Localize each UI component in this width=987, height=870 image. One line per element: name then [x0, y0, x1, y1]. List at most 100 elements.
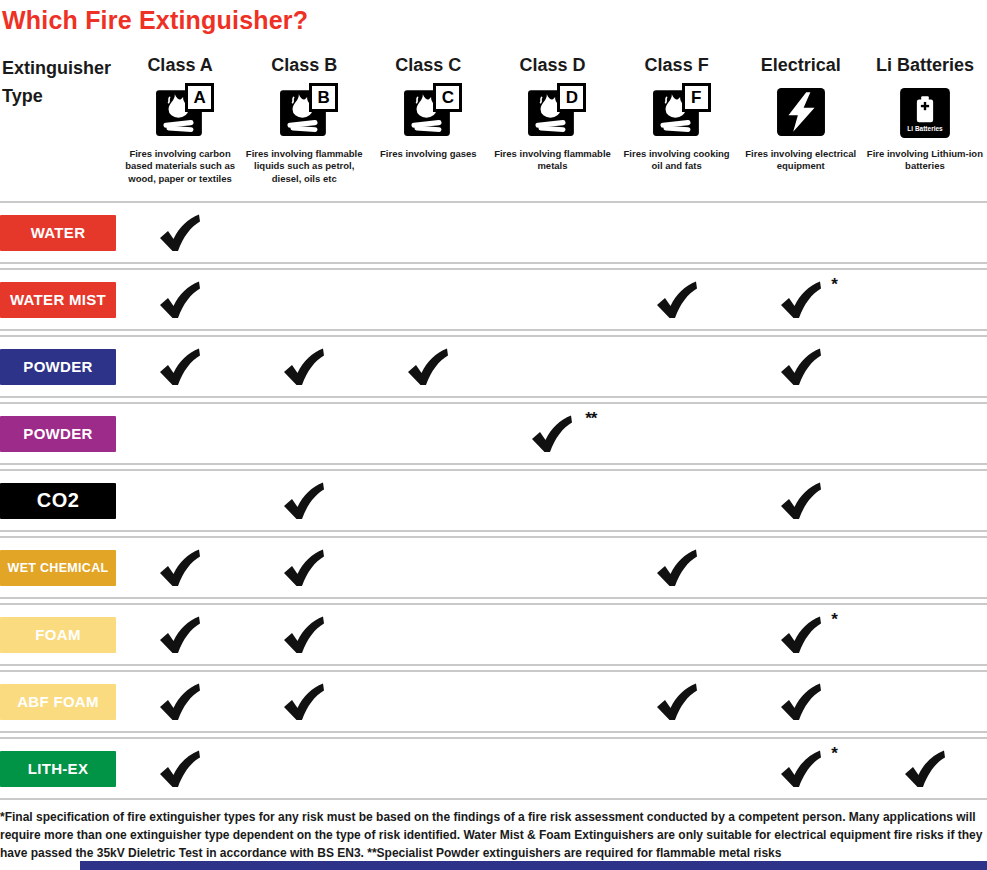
checkmark-icon	[655, 681, 699, 723]
check-water-mist-electrical: *	[779, 279, 823, 321]
cell-foam-electrical: *	[739, 605, 863, 664]
column-icon-wrap	[774, 87, 828, 139]
cell-abf-foam-class-b	[242, 672, 366, 731]
cell-water-mist-electrical: *	[739, 270, 863, 329]
column-class-c: Class CCFires involving gases	[366, 55, 490, 201]
table-row-lith-ex: LITH-EX *	[0, 737, 987, 800]
row-label-lith-ex: LITH-EX	[0, 751, 116, 787]
cell-powder-specialist-class-d: **	[490, 404, 614, 463]
battery-icon: Li Batteries	[899, 87, 951, 139]
table-row-water: WATER	[0, 201, 987, 264]
check-water-mist-class-f	[655, 279, 699, 321]
row-label-water-mist: WATER MIST	[0, 282, 116, 318]
cell-powder-abc-class-d	[490, 337, 614, 396]
cell-abf-foam-class-a	[118, 672, 242, 731]
check-wet-chemical-class-f	[655, 547, 699, 589]
row-label-powder-specialist: POWDER	[0, 416, 116, 452]
cell-water-mist-class-c	[366, 270, 490, 329]
column-class-a: Class A A Fires involving carbon based mat…	[118, 55, 242, 201]
row-label-co2: CO2	[0, 483, 116, 519]
checkmark-icon	[406, 346, 450, 388]
cell-co2-class-c	[366, 471, 490, 530]
cell-powder-abc-class-b	[242, 337, 366, 396]
checkmark-icon	[158, 681, 202, 723]
check-foam-class-a	[158, 614, 202, 656]
cell-foam-class-d	[490, 605, 614, 664]
asterisk-note: **	[585, 409, 596, 429]
checkmark-icon	[158, 614, 202, 656]
cell-wet-chemical-li-batteries	[863, 538, 987, 597]
column-caption-class-b: Fires involving flammable liquids such a…	[245, 148, 363, 185]
column-caption-electrical: Fires involving electrical equipment	[742, 148, 860, 173]
column-class-f: Class FFFires involving cooking oil and …	[615, 55, 739, 201]
class-letter-badge: A	[185, 83, 214, 112]
column-header-electrical: Electrical	[761, 55, 841, 76]
cell-abf-foam-class-d	[490, 672, 614, 731]
cell-lith-ex-electrical: *	[739, 739, 863, 798]
cell-water-mist-li-batteries	[863, 270, 987, 329]
checkmark-icon	[779, 681, 823, 723]
row-label-cell: LITH-EX	[0, 739, 118, 798]
cell-lith-ex-class-f	[615, 739, 739, 798]
cell-co2-class-a	[118, 471, 242, 530]
cell-water-li-batteries	[863, 203, 987, 262]
cell-water-class-c	[366, 203, 490, 262]
asterisk-note: *	[831, 610, 837, 630]
cell-abf-foam-class-c	[366, 672, 490, 731]
cell-abf-foam-class-f	[615, 672, 739, 731]
check-foam-electrical: *	[779, 614, 823, 656]
cell-wet-chemical-class-c	[366, 538, 490, 597]
checkmark-icon	[779, 748, 823, 790]
column-class-b: Class B B Fires involving flammable liquid…	[242, 55, 366, 201]
check-abf-foam-class-f	[655, 681, 699, 723]
row-header-extinguisher-type: Extinguisher Type	[0, 55, 112, 201]
cell-foam-class-c	[366, 605, 490, 664]
cell-powder-specialist-class-f	[615, 404, 739, 463]
cell-wet-chemical-class-d	[490, 538, 614, 597]
cell-lith-ex-li-batteries	[863, 739, 987, 798]
cell-co2-class-b	[242, 471, 366, 530]
column-icon-wrap: B	[277, 87, 331, 139]
column-header-class-a: Class A	[147, 55, 212, 76]
check-powder-specialist-class-d: **	[530, 413, 574, 455]
cell-water-class-a	[118, 203, 242, 262]
column-class-d: Class DDFires involving flammable metals	[490, 55, 614, 201]
checkmark-icon	[158, 748, 202, 790]
header-row: Extinguisher Type Class A A Fires involvin…	[0, 55, 987, 201]
check-lith-ex-electrical: *	[779, 748, 823, 790]
cell-water-mist-class-d	[490, 270, 614, 329]
cell-lith-ex-class-d	[490, 739, 614, 798]
column-icon-wrap: F	[650, 87, 704, 139]
row-label-foam: FOAM	[0, 617, 116, 653]
column-caption-class-a: Fires involving carbon based materials s…	[121, 148, 239, 185]
column-header-li-batteries: Li Batteries	[876, 55, 974, 76]
column-icon-wrap: C	[401, 87, 455, 139]
cell-foam-li-batteries	[863, 605, 987, 664]
column-header-class-b: Class B	[271, 55, 337, 76]
row-label-cell: WATER	[0, 203, 118, 262]
cell-powder-abc-li-batteries	[863, 337, 987, 396]
checkmark-icon	[779, 279, 823, 321]
cell-powder-specialist-li-batteries	[863, 404, 987, 463]
checkmark-icon	[158, 212, 202, 254]
cell-powder-specialist-class-a	[118, 404, 242, 463]
cell-abf-foam-electrical	[739, 672, 863, 731]
column-caption-class-d: Fires involving flammable metals	[493, 148, 611, 173]
cell-powder-specialist-electrical	[739, 404, 863, 463]
cell-water-mist-class-b	[242, 270, 366, 329]
table-row-co2: CO2	[0, 469, 987, 532]
class-letter-badge: C	[433, 83, 462, 112]
check-powder-abc-class-b	[282, 346, 326, 388]
class-letter-badge: D	[557, 83, 586, 112]
cell-wet-chemical-class-f	[615, 538, 739, 597]
cell-foam-class-f	[615, 605, 739, 664]
cell-wet-chemical-class-b	[242, 538, 366, 597]
column-header-class-c: Class C	[395, 55, 461, 76]
matrix-rows: WATERWATER MIST*POWDERPOWDER**CO2WET CHE…	[0, 201, 987, 800]
cell-powder-abc-class-a	[118, 337, 242, 396]
column-caption-li-batteries: Fire involving Lithium-ion batteries	[866, 148, 984, 173]
row-label-cell: POWDER	[0, 404, 118, 463]
row-label-abf-foam: ABF FOAM	[0, 684, 116, 720]
cell-co2-electrical	[739, 471, 863, 530]
checkmark-icon	[655, 279, 699, 321]
